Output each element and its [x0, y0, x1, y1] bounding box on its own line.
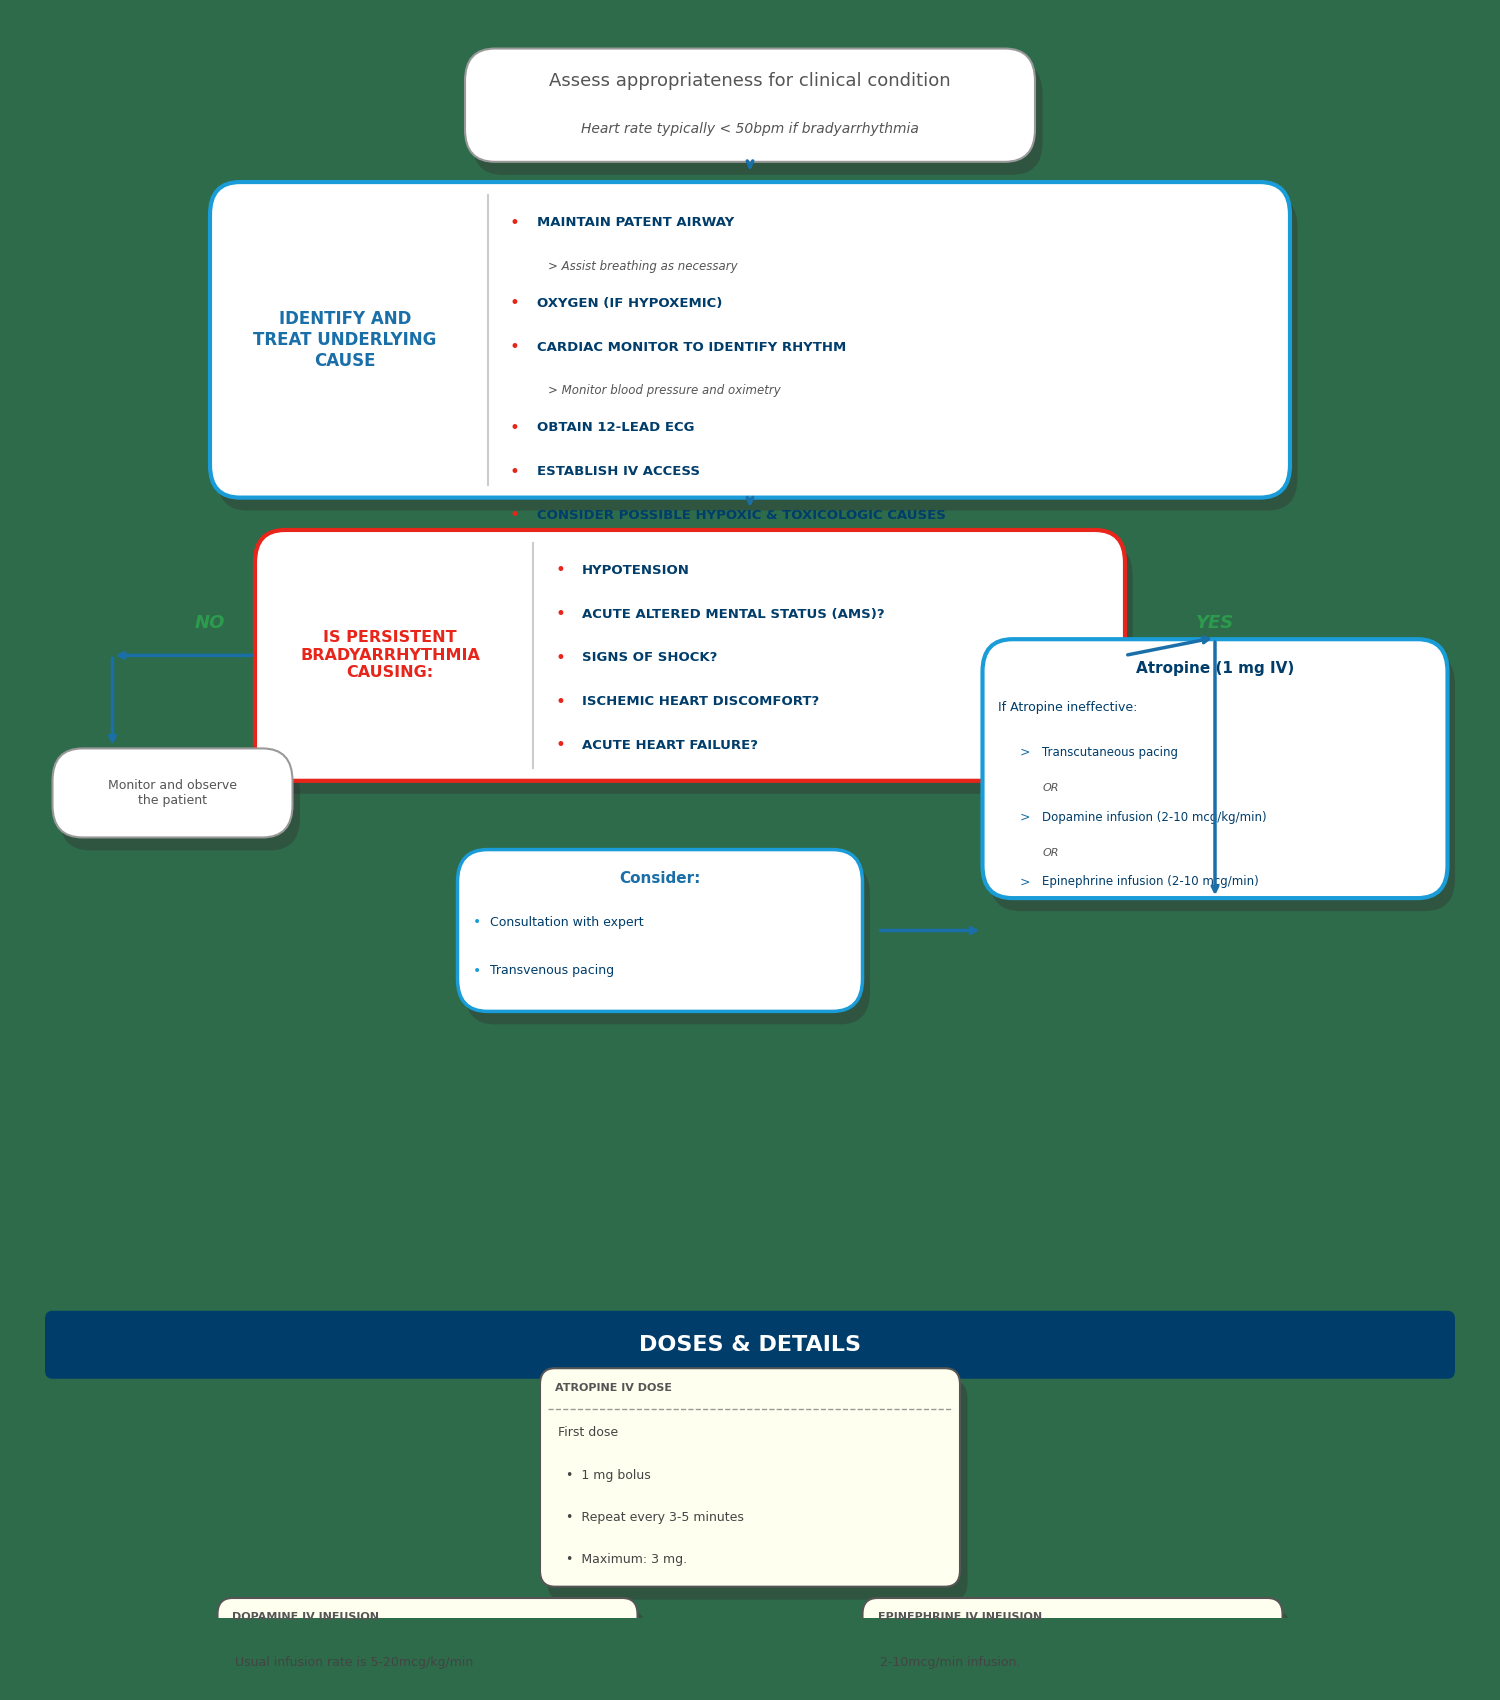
Text: •: •	[510, 507, 520, 524]
Text: ATROPINE IV DOSE: ATROPINE IV DOSE	[555, 1382, 672, 1392]
Text: >: >	[1020, 876, 1031, 889]
Text: Epinephrine infusion (2-10 mcg/min): Epinephrine infusion (2-10 mcg/min)	[1042, 876, 1260, 889]
Text: DOPAMINE IV INFUSION: DOPAMINE IV INFUSION	[232, 1612, 380, 1622]
Text: OR: OR	[1042, 848, 1059, 858]
FancyBboxPatch shape	[45, 1311, 1455, 1379]
Text: >: >	[1020, 746, 1031, 758]
Text: > Monitor blood pressure and oximetry: > Monitor blood pressure and oximetry	[548, 384, 780, 398]
Text: •: •	[510, 214, 520, 231]
Text: •: •	[472, 915, 480, 930]
Text: •: •	[555, 692, 566, 711]
Text: HYPOTENSION: HYPOTENSION	[582, 564, 690, 576]
Text: •  Maximum: 3 mg.: • Maximum: 3 mg.	[558, 1552, 687, 1566]
Text: IDENTIFY AND
TREAT UNDERLYING
CAUSE: IDENTIFY AND TREAT UNDERLYING CAUSE	[254, 309, 436, 369]
FancyBboxPatch shape	[458, 850, 862, 1012]
Text: ACUTE ALTERED MENTAL STATUS (AMS)?: ACUTE ALTERED MENTAL STATUS (AMS)?	[582, 607, 885, 620]
Text: Usual infusion rate is 5-20mcg/kg/min: Usual infusion rate is 5-20mcg/kg/min	[236, 1656, 474, 1669]
FancyBboxPatch shape	[217, 1598, 638, 1700]
Text: First dose: First dose	[558, 1426, 618, 1440]
Text: Heart rate typically < 50bpm if bradyarrhythmia: Heart rate typically < 50bpm if bradyarr…	[580, 122, 920, 136]
Text: Consultation with expert: Consultation with expert	[490, 916, 644, 928]
Text: >: >	[1020, 811, 1031, 824]
Text: •: •	[510, 294, 520, 313]
Text: IS PERSISTENT
BRADYARRHYTHMIA
CAUSING:: IS PERSISTENT BRADYARRHYTHMIA CAUSING:	[300, 631, 480, 680]
Text: > Assist breathing as necessary: > Assist breathing as necessary	[548, 260, 736, 272]
Text: •: •	[555, 561, 566, 580]
Text: Atropine (1 mg IV): Atropine (1 mg IV)	[1136, 661, 1294, 677]
FancyBboxPatch shape	[262, 542, 1132, 794]
Text: OR: OR	[1042, 784, 1059, 794]
Text: Assess appropriateness for clinical condition: Assess appropriateness for clinical cond…	[549, 71, 951, 90]
Text: NO: NO	[195, 614, 225, 632]
FancyBboxPatch shape	[862, 1598, 1282, 1700]
FancyBboxPatch shape	[465, 49, 1035, 162]
Text: Transvenous pacing: Transvenous pacing	[490, 964, 615, 977]
Text: ACUTE HEART FAILURE?: ACUTE HEART FAILURE?	[582, 740, 758, 751]
Text: CARDIAC MONITOR TO IDENTIFY RHYTHM: CARDIAC MONITOR TO IDENTIFY RHYTHM	[537, 340, 846, 354]
FancyBboxPatch shape	[982, 639, 1448, 898]
Text: Monitor and observe
the patient: Monitor and observe the patient	[108, 779, 237, 808]
FancyBboxPatch shape	[548, 1380, 968, 1600]
Text: •: •	[555, 605, 566, 624]
FancyBboxPatch shape	[472, 61, 1042, 175]
FancyBboxPatch shape	[210, 182, 1290, 498]
Text: OXYGEN (IF HYPOXEMIC): OXYGEN (IF HYPOXEMIC)	[537, 298, 723, 309]
FancyBboxPatch shape	[990, 653, 1455, 911]
Text: •: •	[510, 418, 520, 437]
Text: CONSIDER POSSIBLE HYPOXIC & TOXICOLOGIC CAUSES: CONSIDER POSSIBLE HYPOXIC & TOXICOLOGIC …	[537, 508, 946, 522]
FancyBboxPatch shape	[540, 1368, 960, 1586]
Text: Consider:: Consider:	[620, 870, 701, 886]
FancyBboxPatch shape	[255, 530, 1125, 780]
Text: ESTABLISH IV ACCESS: ESTABLISH IV ACCESS	[537, 466, 700, 478]
Text: EPINEPHRINE IV INFUSION: EPINEPHRINE IV INFUSION	[878, 1612, 1041, 1622]
Text: •: •	[555, 736, 566, 755]
Text: DOSES & DETAILS: DOSES & DETAILS	[639, 1334, 861, 1355]
Text: •  1 mg bolus: • 1 mg bolus	[558, 1469, 651, 1481]
Text: SIGNS OF SHOCK?: SIGNS OF SHOCK?	[582, 651, 717, 665]
FancyBboxPatch shape	[60, 762, 300, 850]
Text: Dopamine infusion (2-10 mcg/kg/min): Dopamine infusion (2-10 mcg/kg/min)	[1042, 811, 1268, 824]
Text: 2-10mcg/min infusion.: 2-10mcg/min infusion.	[880, 1656, 1022, 1669]
Text: •  Repeat every 3-5 minutes: • Repeat every 3-5 minutes	[558, 1511, 744, 1523]
Text: •: •	[510, 462, 520, 481]
FancyBboxPatch shape	[53, 748, 292, 838]
Text: OBTAIN 12-LEAD ECG: OBTAIN 12-LEAD ECG	[537, 422, 694, 435]
Text: MAINTAIN PATENT AIRWAY: MAINTAIN PATENT AIRWAY	[537, 216, 735, 230]
Text: ISCHEMIC HEART DISCOMFORT?: ISCHEMIC HEART DISCOMFORT?	[582, 695, 819, 707]
Text: •: •	[510, 338, 520, 355]
FancyBboxPatch shape	[870, 1612, 1290, 1700]
FancyBboxPatch shape	[465, 862, 870, 1025]
Text: •: •	[555, 649, 566, 666]
Text: •: •	[472, 964, 480, 977]
Text: Transcutaneous pacing: Transcutaneous pacing	[1042, 746, 1179, 758]
FancyBboxPatch shape	[225, 1612, 645, 1700]
Text: YES: YES	[1196, 614, 1234, 632]
FancyBboxPatch shape	[217, 196, 1298, 510]
Text: If Atropine ineffective:: If Atropine ineffective:	[998, 700, 1137, 714]
